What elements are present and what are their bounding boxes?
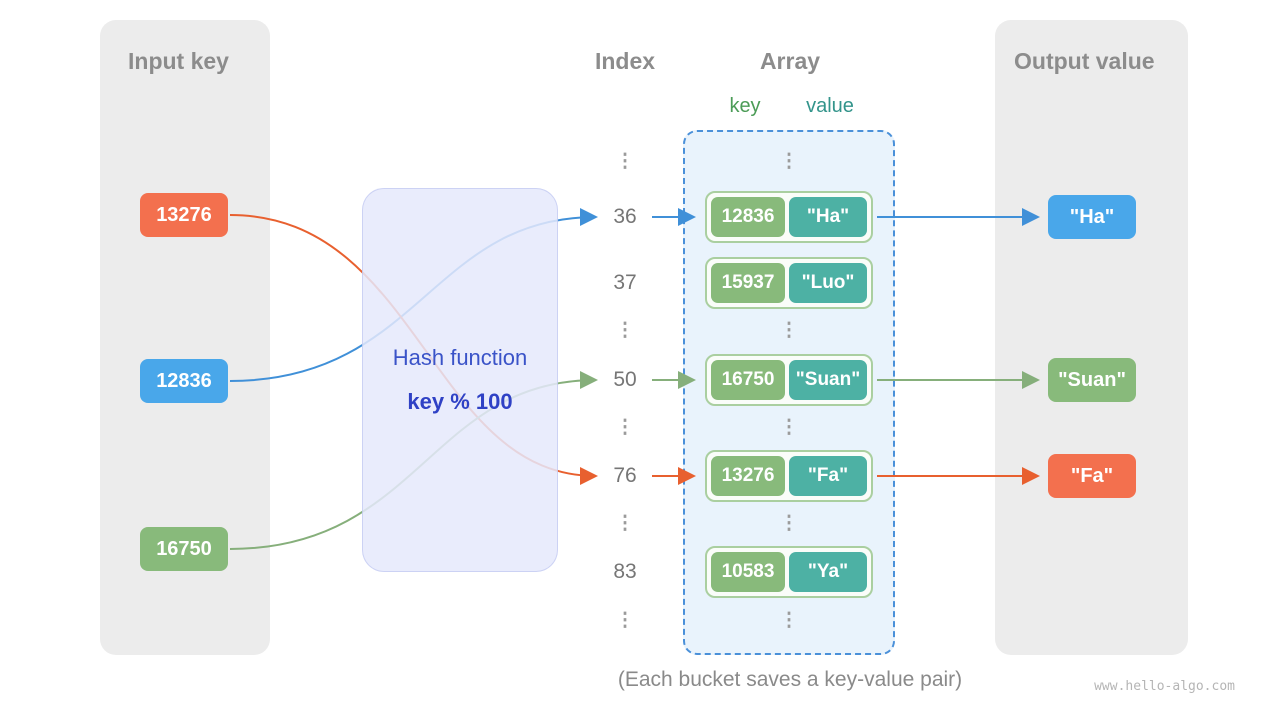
- output-value-ha: "Ha": [1048, 195, 1136, 239]
- output-panel-title: Output value: [1014, 48, 1155, 74]
- array-key-header: key: [729, 95, 761, 117]
- input-key-13276: 13276: [140, 193, 228, 237]
- bucket-row-37: 15937 "Luo": [705, 257, 873, 309]
- bucket-key: 13276: [711, 456, 785, 496]
- site-watermark: www.hello-algo.com: [1094, 679, 1235, 694]
- array-title: Array: [759, 48, 821, 74]
- index-dots: ⋮: [615, 417, 635, 438]
- bucket-value: "Ya": [789, 552, 867, 592]
- index-83: 83: [613, 560, 637, 583]
- hash-function-formula: key % 100: [407, 389, 513, 414]
- bucket-value: "Suan": [789, 360, 867, 400]
- bucket-row-76: 13276 "Fa": [705, 450, 873, 502]
- bucket-row-36: 12836 "Ha": [705, 191, 873, 243]
- output-value-fa: "Fa": [1048, 454, 1136, 498]
- bucket-key: 15937: [711, 263, 785, 303]
- bucket-key: 12836: [711, 197, 785, 237]
- bucket-value: "Luo": [789, 263, 867, 303]
- index-50: 50: [613, 368, 637, 391]
- index-dots: ⋮: [615, 151, 635, 172]
- input-key-16750: 16750: [140, 527, 228, 571]
- array-dots: ⋮: [779, 610, 799, 631]
- index-dots: ⋮: [615, 513, 635, 534]
- index-dots: ⋮: [615, 320, 635, 341]
- index-column-title: Index: [594, 48, 656, 74]
- index-37: 37: [613, 271, 637, 294]
- bucket-value: "Ha": [789, 197, 867, 237]
- array-dots: ⋮: [779, 320, 799, 341]
- index-dots: ⋮: [615, 610, 635, 631]
- array-value-header: value: [806, 95, 854, 117]
- diagram-caption: (Each bucket saves a key-value pair): [617, 668, 963, 691]
- hash-function-box: Hash function key % 100: [362, 188, 558, 572]
- bucket-row-50: 16750 "Suan": [705, 354, 873, 406]
- index-36: 36: [613, 205, 637, 228]
- bucket-key: 16750: [711, 360, 785, 400]
- array-dots: ⋮: [779, 417, 799, 438]
- bucket-value: "Fa": [789, 456, 867, 496]
- input-key-12836: 12836: [140, 359, 228, 403]
- hash-function-label: Hash function: [392, 345, 528, 370]
- output-value-suan: "Suan": [1048, 358, 1136, 402]
- bucket-row-83: 10583 "Ya": [705, 546, 873, 598]
- output-value-panel: [995, 20, 1188, 655]
- index-76: 76: [613, 464, 637, 487]
- bucket-key: 10583: [711, 552, 785, 592]
- array-dots: ⋮: [779, 151, 799, 172]
- input-panel-title: Input key: [128, 48, 229, 74]
- array-dots: ⋮: [779, 513, 799, 534]
